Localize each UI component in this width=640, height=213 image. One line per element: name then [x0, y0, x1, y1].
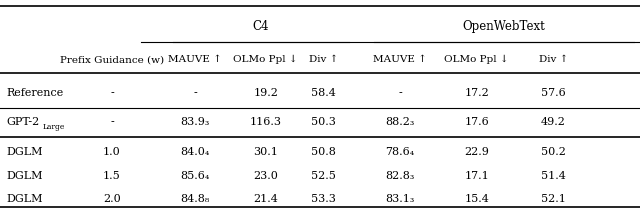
Text: GPT-2: GPT-2 [6, 118, 40, 127]
Text: 1.5: 1.5 [103, 171, 121, 181]
Text: Div ↑: Div ↑ [539, 55, 568, 64]
Text: 15.4: 15.4 [465, 194, 489, 204]
Text: OLMo Ppl ↓: OLMo Ppl ↓ [234, 55, 298, 64]
Text: 22.9: 22.9 [465, 147, 489, 157]
Text: -: - [398, 88, 402, 98]
Text: 50.2: 50.2 [541, 147, 566, 157]
Text: 17.1: 17.1 [465, 171, 489, 181]
Text: 30.1: 30.1 [253, 147, 278, 157]
Text: 82.8₃: 82.8₃ [385, 171, 415, 181]
Text: 85.6₄: 85.6₄ [180, 171, 210, 181]
Text: -: - [110, 118, 114, 127]
Text: 78.6₄: 78.6₄ [385, 147, 415, 157]
Text: 52.5: 52.5 [311, 171, 335, 181]
Text: 17.2: 17.2 [465, 88, 489, 98]
Text: C4: C4 [253, 20, 269, 33]
Text: 23.0: 23.0 [253, 171, 278, 181]
Text: 17.6: 17.6 [465, 118, 489, 127]
Text: 53.3: 53.3 [311, 194, 335, 204]
Text: MAUVE ↑: MAUVE ↑ [168, 55, 222, 64]
Text: Large: Large [42, 123, 65, 131]
Text: -: - [110, 88, 114, 98]
Text: 57.6: 57.6 [541, 88, 566, 98]
Text: 52.1: 52.1 [541, 194, 566, 204]
Text: DGLM: DGLM [6, 147, 43, 157]
Text: OLMo Ppl ↓: OLMo Ppl ↓ [445, 55, 509, 64]
Text: 50.8: 50.8 [311, 147, 335, 157]
Text: -: - [193, 88, 197, 98]
Text: 19.2: 19.2 [253, 88, 278, 98]
Text: DGLM: DGLM [6, 171, 43, 181]
Text: 21.4: 21.4 [253, 194, 278, 204]
Text: 84.0₄: 84.0₄ [180, 147, 210, 157]
Text: 51.4: 51.4 [541, 171, 566, 181]
Text: Prefix Guidance (w): Prefix Guidance (w) [60, 55, 164, 64]
Text: 1.0: 1.0 [103, 147, 121, 157]
Text: Div ↑: Div ↑ [308, 55, 338, 64]
Text: Reference: Reference [6, 88, 63, 98]
Text: DGLM: DGLM [6, 194, 43, 204]
Text: 83.9₃: 83.9₃ [180, 118, 210, 127]
Text: 2.0: 2.0 [103, 194, 121, 204]
Text: 50.3: 50.3 [311, 118, 335, 127]
Text: OpenWebText: OpenWebText [463, 20, 545, 33]
Text: MAUVE ↑: MAUVE ↑ [373, 55, 427, 64]
Text: 116.3: 116.3 [250, 118, 282, 127]
Text: 84.8₈: 84.8₈ [180, 194, 210, 204]
Text: 83.1₃: 83.1₃ [385, 194, 415, 204]
Text: 88.2₃: 88.2₃ [385, 118, 415, 127]
Text: 49.2: 49.2 [541, 118, 566, 127]
Text: 58.4: 58.4 [311, 88, 335, 98]
